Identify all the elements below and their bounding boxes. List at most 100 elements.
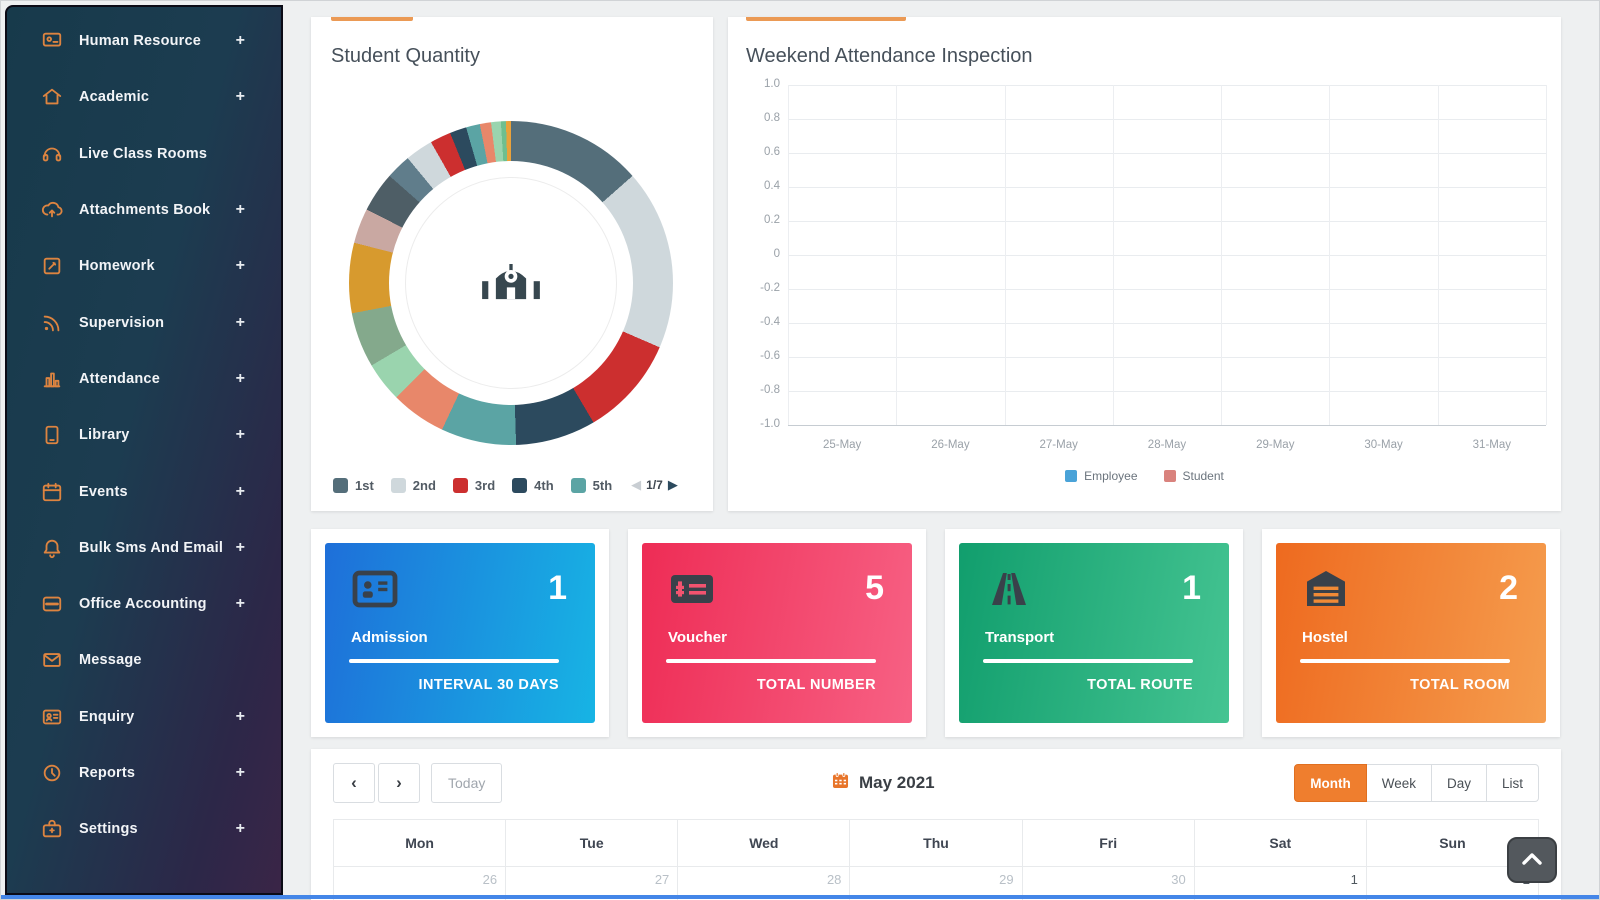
- h-gridline: [788, 391, 1546, 392]
- road-icon: [985, 565, 1033, 613]
- calendar-day-cell[interactable]: 28: [678, 866, 851, 900]
- chart-legend-item[interactable]: Student: [1163, 469, 1224, 483]
- h-gridline: [788, 255, 1546, 256]
- sidebar-item-attachments-book[interactable]: Attachments Book +: [7, 182, 281, 238]
- legend-swatch: [570, 477, 586, 493]
- divider: [666, 659, 876, 663]
- sidebar-item-label: Message: [79, 652, 142, 669]
- calendar-header: ‹ › Today May 2021 Month Week Day: [311, 763, 1561, 805]
- calendar-day-cell[interactable]: 29: [850, 866, 1023, 900]
- calendar-title: May 2021: [831, 771, 935, 795]
- donut-legend-item[interactable]: 2nd: [390, 477, 436, 493]
- sidebar-item-settings[interactable]: Settings +: [7, 801, 281, 857]
- expand-plus-icon: +: [235, 764, 245, 781]
- v-gridline: [1004, 85, 1006, 425]
- attendance-plot-area: [788, 85, 1547, 426]
- legend-prev-icon[interactable]: ◀: [631, 477, 642, 492]
- calendar-view-switcher: Month Week Day List: [1294, 764, 1539, 802]
- calendar-view-month[interactable]: Month: [1294, 764, 1367, 802]
- calendar-day-cell[interactable]: 1: [1194, 866, 1367, 900]
- v-gridline: [788, 85, 789, 425]
- attachments-icon: [41, 199, 65, 221]
- voucher-title: Voucher: [668, 629, 727, 646]
- h-gridline: [788, 289, 1546, 290]
- h-gridline: [788, 323, 1546, 324]
- sidebar-item-live-class-rooms[interactable]: Live Class Rooms: [7, 126, 281, 182]
- legend-label: 5th: [592, 477, 613, 493]
- transport-card[interactable]: 1 Transport TOTAL ROUTE: [959, 543, 1229, 723]
- calendar-view-list[interactable]: List: [1486, 764, 1539, 802]
- v-gridline: [1546, 85, 1547, 425]
- sidebar-item-label: Settings: [79, 821, 138, 838]
- x-tick-label: 30-May: [1364, 439, 1403, 451]
- v-gridline: [1437, 85, 1439, 425]
- sidebar-item-label: Library: [79, 427, 130, 444]
- admission-value: 1: [548, 569, 567, 607]
- legend-swatch: [452, 477, 468, 493]
- expand-plus-icon: +: [235, 595, 245, 613]
- sidebar-item-attendance[interactable]: Attendance +: [7, 351, 281, 407]
- expand-plus-icon: +: [235, 538, 245, 556]
- h-gridline: [788, 85, 1546, 86]
- legend-swatch: [333, 477, 348, 493]
- donut-legend-item[interactable]: 5th: [570, 477, 613, 493]
- calendar-prev-button[interactable]: ‹: [333, 763, 375, 803]
- sidebar-item-label: Reports: [79, 765, 136, 781]
- sidebar-item-supervision[interactable]: Supervision +: [7, 294, 281, 350]
- sidebar-item-message[interactable]: Message: [7, 632, 281, 688]
- calendar-today-button[interactable]: Today: [431, 763, 503, 803]
- sidebar-item-reports[interactable]: Reports +: [7, 745, 281, 801]
- donut-legend-item[interactable]: 3rd: [452, 477, 495, 493]
- calendar-view-day[interactable]: Day: [1431, 764, 1487, 802]
- donut-legend: 1st 2nd 3rd 4th 5th ◀ 1/7 ▶: [333, 477, 678, 493]
- admission-footer: INTERVAL 30 DAYS: [418, 677, 559, 693]
- calendar-view-week[interactable]: Week: [1366, 764, 1432, 802]
- legend-label: 2nd: [412, 477, 436, 493]
- office-accounting-icon: [41, 593, 65, 615]
- sidebar-item-office-accounting[interactable]: Office Accounting +: [7, 576, 281, 632]
- hostel-card[interactable]: 2 Hostel TOTAL ROOM: [1276, 543, 1546, 723]
- sidebar-item-academic[interactable]: Academic +: [7, 69, 281, 125]
- sidebar-item-label: Attachments Book: [79, 202, 211, 219]
- sidebar-item-label: Live Class Rooms: [79, 145, 208, 162]
- enquiry-icon: [41, 706, 65, 728]
- sidebar-item-events[interactable]: Events +: [7, 463, 281, 519]
- admission-card[interactable]: 1 Admission INTERVAL 30 DAYS: [325, 543, 595, 723]
- legend-next-icon[interactable]: ▶: [667, 477, 678, 492]
- donut-inner-outline: [405, 177, 617, 389]
- y-tick-label: -0.8: [760, 384, 780, 396]
- sidebar-item-label: Office Accounting: [79, 596, 207, 613]
- calendar-next-button[interactable]: ›: [378, 763, 420, 803]
- sidebar-item-library[interactable]: Library +: [7, 407, 281, 463]
- transport-title: Transport: [985, 629, 1055, 646]
- sidebar-item-enquiry[interactable]: Enquiry +: [7, 689, 281, 745]
- sidebar-item-human-resource[interactable]: Human Resource +: [7, 13, 281, 69]
- donut-legend-item[interactable]: 4th: [512, 477, 554, 493]
- student-quantity-title: Student Quantity: [331, 45, 480, 67]
- sidebar-item-label: Events: [79, 483, 128, 500]
- legend-page-number: 1/7: [646, 478, 663, 492]
- legend-label: Student: [1182, 469, 1224, 483]
- x-tick-label: 29-May: [1256, 439, 1295, 451]
- sidebar-item-label: Enquiry: [79, 708, 135, 725]
- attendance-chart-legend: Employee Student: [728, 469, 1561, 483]
- scroll-to-top-button[interactable]: [1507, 837, 1557, 883]
- legend-label: 1st: [355, 477, 374, 493]
- h-gridline: [788, 153, 1546, 154]
- calendar-day-cell[interactable]: 30: [1022, 866, 1195, 900]
- sidebar-item-homework[interactable]: Homework +: [7, 238, 281, 294]
- calendar-day-cell[interactable]: 27: [506, 866, 679, 900]
- legend-swatch: [1163, 470, 1176, 482]
- sidebar-item-bulk-sms-and-email[interactable]: Bulk Sms And Email +: [7, 520, 281, 576]
- id-card-icon: [351, 565, 399, 613]
- divider: [983, 659, 1193, 663]
- supervision-icon: [41, 312, 65, 334]
- expand-plus-icon: +: [235, 88, 245, 106]
- h-gridline: [788, 119, 1546, 120]
- y-tick-label: 1.0: [764, 78, 780, 90]
- voucher-card[interactable]: 5 Voucher TOTAL NUMBER: [642, 543, 912, 723]
- calendar-day-cell[interactable]: 26: [334, 866, 507, 900]
- chart-legend-item[interactable]: Employee: [1065, 469, 1138, 483]
- donut-legend-item[interactable]: 1st: [333, 477, 374, 493]
- x-tick-label: 26-May: [931, 439, 970, 451]
